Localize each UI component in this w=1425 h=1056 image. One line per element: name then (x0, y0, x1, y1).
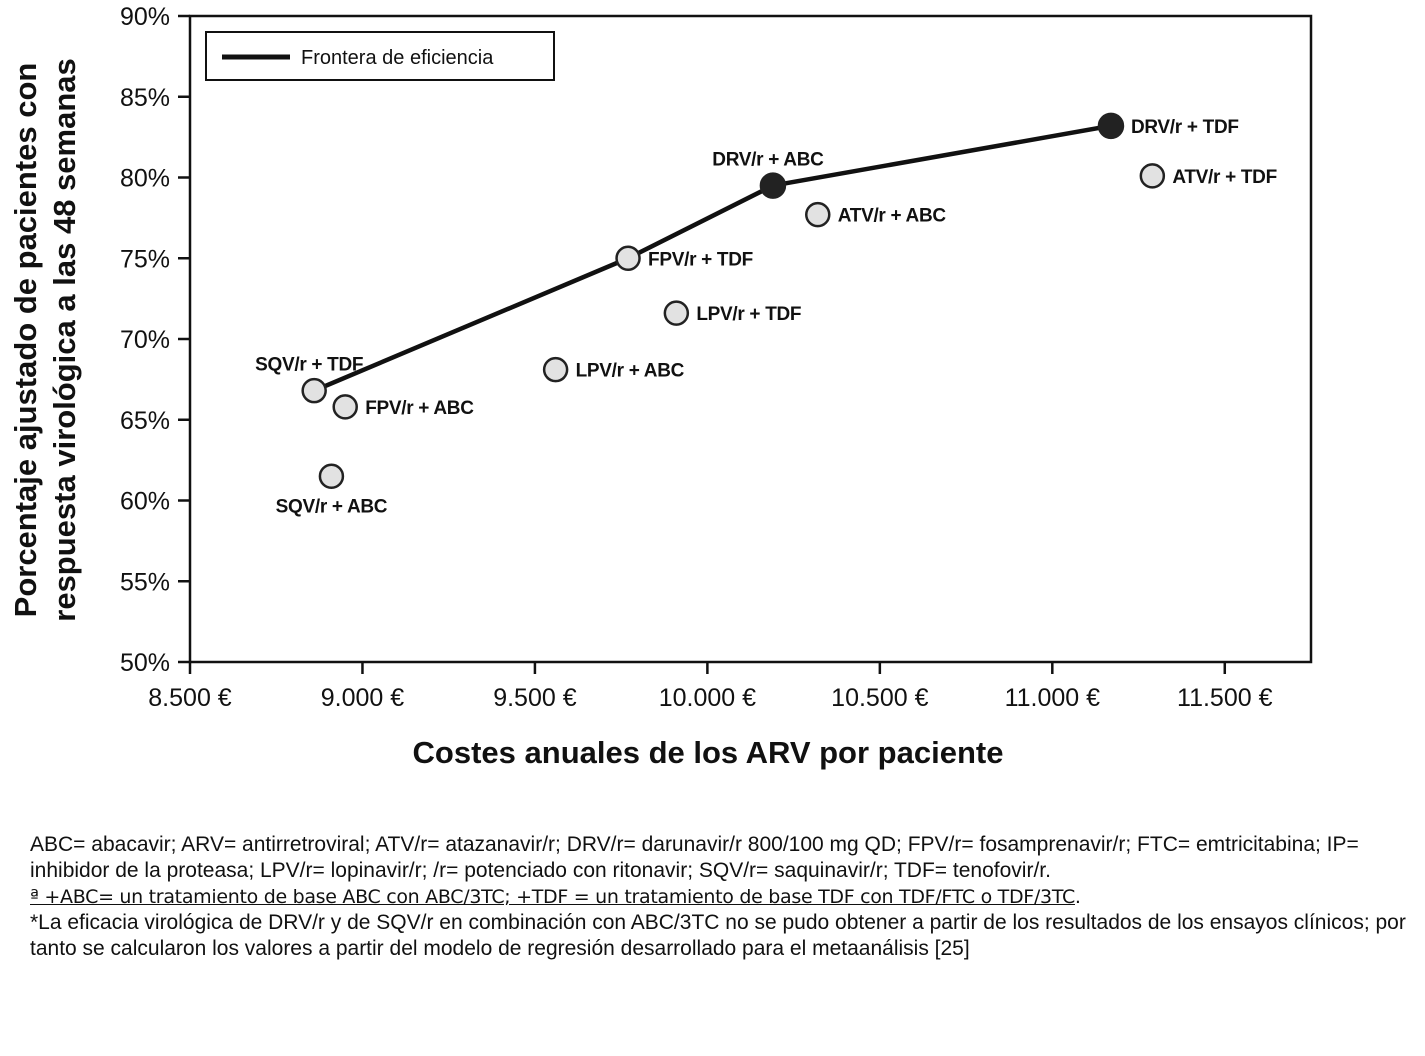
x-tick-label: 10.000 € (659, 684, 756, 712)
data-point (318, 463, 345, 490)
point-label: LPV/r + ABC (576, 361, 685, 382)
point-label: DRV/r + TDF (1131, 117, 1239, 138)
footnotes: ABC= abacavir; ARV= antirretroviral; ATV… (30, 832, 1420, 962)
data-point (1139, 163, 1166, 189)
y-tick-label: 65% (120, 407, 170, 435)
efficiency-frontier-chart: 50% 55% 60% 65% 70% 75% 80% 85% 90% 8.500 € 9.000… (8, 3, 1313, 770)
x-tick-label: 9.500 € (493, 684, 577, 712)
y-tick-label: 85% (120, 84, 170, 112)
data-point (332, 394, 358, 420)
y-tick-label: 80% (120, 165, 170, 193)
point-label: SQV/r + ABC (276, 496, 388, 517)
x-ticks: 8.500 € 9.000 € 9.500 € 10.000 € 10.500 € 11.… (148, 662, 1273, 712)
x-tick-label: 11.000 € (1005, 684, 1101, 712)
data-point (759, 172, 787, 199)
legend: Frontera de eficiencia (205, 31, 555, 81)
axes (188, 14, 1313, 664)
y-axis-title-line1: Porcentaje ajustado de pacientes con (8, 63, 43, 618)
x-tick-label: 9.000 € (321, 684, 405, 712)
abbreviations-note: ABC= abacavir; ARV= antirretroviral; ATV… (30, 833, 1359, 882)
y-axis-title-line2: respuesta virológica a las 48 semanas (47, 58, 82, 621)
treatment-note-text: ª +ABC= un tratamiento de base ABC con A… (30, 886, 1075, 908)
point-label: ATV/r + TDF (1172, 167, 1277, 188)
data-point (663, 300, 690, 326)
efficacy-note: *La eficacia virológica de DRV/r y de SQ… (30, 911, 1406, 960)
treatment-note-end: . (1074, 885, 1081, 908)
x-tick-label: 10.500 € (831, 684, 928, 712)
point-label: LPV/r + TDF (696, 304, 801, 325)
point-label: ATV/r + ABC (838, 206, 947, 227)
point-label: FPV/r + ABC (365, 398, 474, 419)
frontier-polyline (313, 123, 1112, 393)
y-ticks: 50% 55% 60% 65% 70% 75% 80% 85% 90% (120, 3, 190, 677)
x-axis-title: Costes anuales de los ARV por paciente (413, 735, 1004, 770)
x-tick-label: 11.500 € (1177, 684, 1273, 712)
data-point (805, 201, 831, 228)
x-tick-label: 8.500 € (148, 684, 232, 712)
data-point (542, 356, 569, 383)
point-label: FPV/r + TDF (648, 249, 753, 270)
y-tick-label: 70% (120, 326, 170, 354)
plot-frame (188, 14, 1313, 664)
y-tick-label: 55% (120, 568, 170, 596)
y-tick-label: 60% (120, 488, 170, 516)
data-point (1097, 112, 1125, 140)
point-label: DRV/r + ABC (712, 150, 824, 171)
data-point (301, 377, 327, 404)
data-point (615, 245, 641, 271)
y-tick-label: 90% (120, 3, 170, 31)
y-tick-label: 75% (120, 245, 170, 273)
treatment-note: ª +ABC= un tratamiento de base ABC con A… (30, 884, 1420, 910)
frontier-line (313, 123, 1112, 393)
data-points: SQV/r + TDF FPV/r + ABC SQV/r + ABC LPV/r +… (255, 112, 1277, 517)
y-tick-label: 50% (120, 649, 170, 677)
legend-label: Frontera de eficiencia (301, 47, 494, 69)
point-label: SQV/r + TDF (255, 355, 363, 376)
